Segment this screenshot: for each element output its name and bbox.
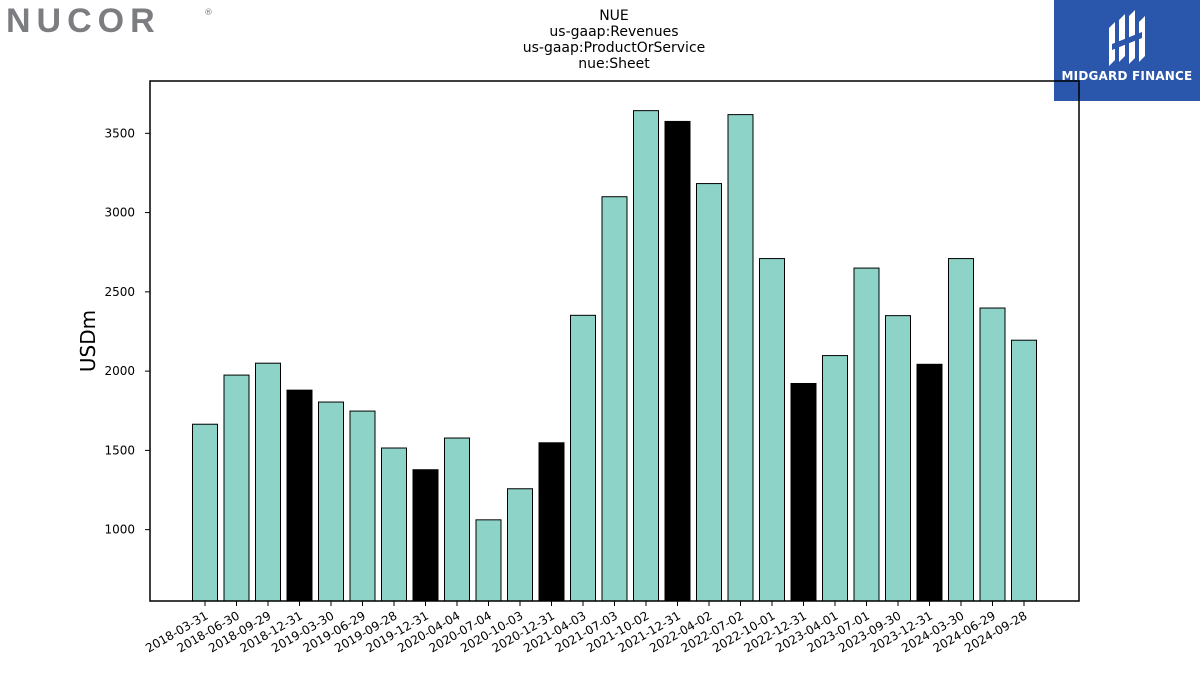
chart-title-line: us-gaap:ProductOrService <box>523 40 706 56</box>
bar-2020-12-31 <box>538 442 565 602</box>
bar-2024-06-29 <box>979 307 1006 602</box>
bars <box>192 110 1037 602</box>
bar-2024-03-30 <box>948 258 974 602</box>
y-tick-label: 1500 <box>104 443 135 457</box>
bar-2018-09-29 <box>255 362 281 602</box>
bar-2022-12-31 <box>790 382 817 602</box>
bar-2021-10-02 <box>633 110 659 602</box>
bar-2021-12-31 <box>664 120 691 602</box>
bar-2020-10-03 <box>507 488 533 602</box>
bar-2018-03-31 <box>192 423 218 602</box>
bar-2019-12-31 <box>412 469 439 602</box>
bar-2023-09-30 <box>885 315 911 602</box>
bar-2019-09-28 <box>381 447 407 602</box>
bar-2018-06-30 <box>223 374 250 602</box>
bar-2022-10-01 <box>759 258 785 602</box>
midgard-emblem-icon <box>1109 10 1145 66</box>
chart-title-line: nue:Sheet <box>578 56 650 72</box>
bar-2024-09-28 <box>1011 339 1037 602</box>
bar-2021-07-03 <box>601 196 628 602</box>
bar-2019-03-30 <box>318 401 344 602</box>
bar-2023-04-01 <box>822 355 848 602</box>
chart-title-line: NUE <box>599 8 629 24</box>
nucor-logo: NUCOR ® <box>6 2 216 40</box>
y-tick-label: 3000 <box>104 206 135 220</box>
y-tick-label: 2500 <box>104 285 135 299</box>
y-tick-label: 1000 <box>104 523 135 537</box>
chart-title: NUEus-gaap:Revenuesus-gaap:ProductOrServ… <box>523 8 706 72</box>
y-axis-label: USDm <box>76 310 100 372</box>
bar-2023-07-01 <box>853 267 880 602</box>
y-tick-label: 3500 <box>104 126 135 140</box>
x-axis: 2018-03-312018-06-302018-09-292018-12-31… <box>143 601 1030 655</box>
chart-title-line: us-gaap:Revenues <box>549 24 678 40</box>
registered-mark: ® <box>204 8 213 18</box>
bar-2020-07-04 <box>475 519 502 602</box>
bar-2021-04-03 <box>570 314 596 602</box>
bar-2022-07-02 <box>727 114 754 602</box>
bar-2020-04-04 <box>444 437 470 602</box>
y-axis: 1000 1500 2000 2500 3000 3500 <box>104 126 150 537</box>
bar-2018-12-31 <box>286 389 313 602</box>
bar-2019-06-29 <box>349 410 376 602</box>
midgard-finance-label: MIDGARD FINANCE <box>1061 69 1193 83</box>
bar-2023-12-31 <box>916 363 943 602</box>
y-tick-label: 2000 <box>104 364 135 378</box>
bar-2022-04-02 <box>696 183 722 602</box>
nucor-logo-text: NUCOR <box>6 2 161 36</box>
